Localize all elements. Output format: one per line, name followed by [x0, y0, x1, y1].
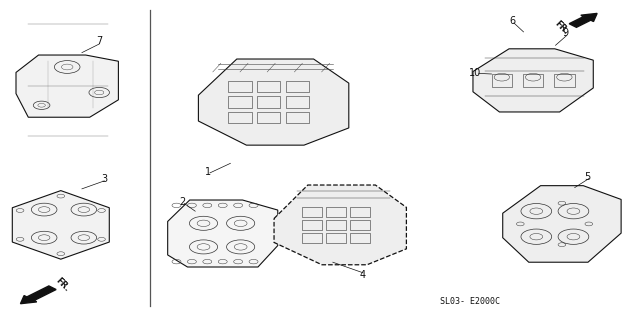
- Polygon shape: [274, 185, 406, 265]
- Bar: [257, 81, 280, 92]
- Polygon shape: [198, 59, 349, 145]
- Bar: [257, 96, 280, 108]
- Polygon shape: [16, 55, 118, 117]
- Bar: [302, 233, 323, 243]
- Text: 9: 9: [562, 28, 568, 39]
- Bar: [286, 96, 309, 108]
- Text: 4: 4: [360, 270, 366, 280]
- Text: 1: 1: [205, 167, 211, 177]
- Bar: [326, 233, 346, 243]
- Bar: [492, 74, 512, 87]
- Text: 10: 10: [468, 68, 481, 78]
- Polygon shape: [473, 49, 593, 112]
- Bar: [554, 74, 575, 87]
- Bar: [349, 233, 370, 243]
- Text: 2: 2: [179, 197, 186, 207]
- Bar: [349, 207, 370, 217]
- FancyArrow shape: [569, 13, 597, 27]
- Bar: [286, 112, 309, 123]
- Text: 6: 6: [509, 16, 515, 26]
- Bar: [326, 207, 346, 217]
- Text: SL03- E2000C: SL03- E2000C: [440, 297, 500, 306]
- Polygon shape: [168, 200, 278, 267]
- Text: FR.: FR.: [553, 19, 571, 37]
- Bar: [349, 220, 370, 230]
- Bar: [302, 220, 323, 230]
- Polygon shape: [12, 191, 109, 259]
- Text: FR.: FR.: [54, 276, 72, 293]
- Bar: [228, 112, 252, 123]
- Bar: [228, 96, 252, 108]
- Bar: [523, 74, 543, 87]
- Bar: [228, 81, 252, 92]
- Bar: [286, 81, 309, 92]
- Text: 7: 7: [96, 36, 102, 47]
- Bar: [326, 220, 346, 230]
- FancyArrow shape: [20, 286, 56, 304]
- Text: 5: 5: [584, 172, 590, 182]
- Polygon shape: [503, 186, 621, 262]
- Bar: [302, 207, 323, 217]
- Text: 3: 3: [101, 174, 108, 184]
- Bar: [257, 112, 280, 123]
